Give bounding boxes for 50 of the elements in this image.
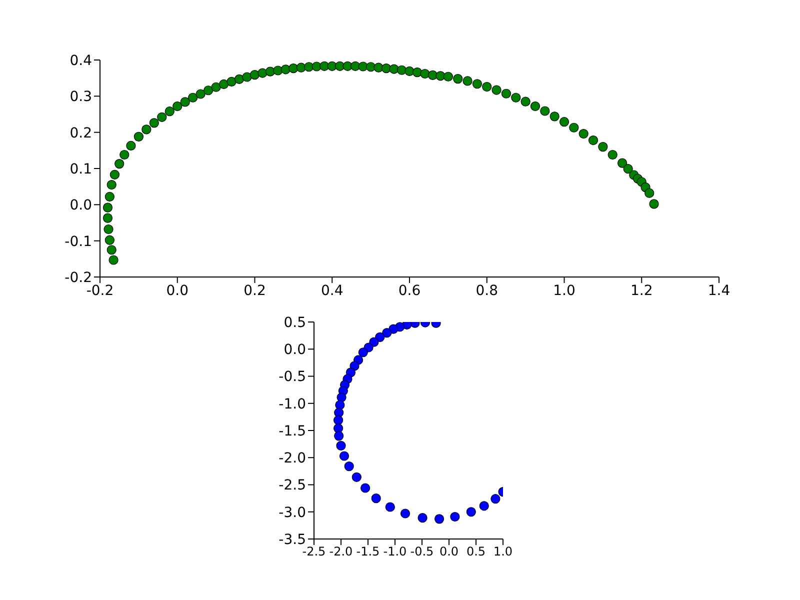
x-tick-label: 1.0 [493,544,513,559]
point [360,483,370,493]
y-tick-label: 0.0 [70,198,92,214]
x-tick-label: 0.8 [476,282,498,299]
y-tick-label: 0.1 [70,161,92,178]
point [385,502,395,512]
y-tick-label: 0.3 [70,89,92,106]
point [336,440,346,450]
x-tick-label: -1.5 [356,544,380,559]
x-tick-label: -2.0 [329,544,353,559]
point [334,415,344,425]
point [466,507,476,517]
point [418,513,428,523]
x-tick-label: -0.5 [410,544,434,559]
x-tick-label: 0.4 [320,282,344,299]
point [334,431,344,441]
point [400,508,410,518]
y-tick-label: -0.5 [278,369,306,386]
x-tick-label: 0.6 [398,282,421,299]
point [479,501,489,511]
point [336,392,346,402]
point [352,472,362,482]
x-tick-label: 0.2 [244,282,266,299]
x-tick-label: -1.0 [383,544,407,559]
y-tick-label: 0.2 [70,125,92,142]
point [434,514,444,524]
x-tick-label: 0.5 [466,544,486,559]
x-tick-label: 0.0 [439,544,459,559]
x-tick-label: 0.0 [166,282,189,299]
point [371,494,381,504]
y-tick-label: -1.0 [278,396,306,412]
x-tick-label: 1.2 [630,282,653,299]
point [450,512,460,522]
point [490,494,500,504]
y-tick-label: 0.5 [284,314,306,331]
y-tick-label: -1.5 [278,423,306,440]
x-tick-label: 1.0 [553,282,576,299]
point [375,332,385,342]
y-tick-label: -2.5 [278,478,306,494]
point [358,348,368,358]
x-tick-label: 1.4 [708,282,730,299]
point [344,462,354,472]
y-tick-label: 0.0 [284,342,306,358]
y-tick-label: -0.1 [64,234,92,250]
y-tick-label: -3.0 [278,504,306,521]
y-tick-label: -2.0 [278,450,306,467]
y-tick-label: 0.4 [70,52,92,69]
point [339,451,350,461]
point [382,328,392,338]
point [335,400,345,410]
